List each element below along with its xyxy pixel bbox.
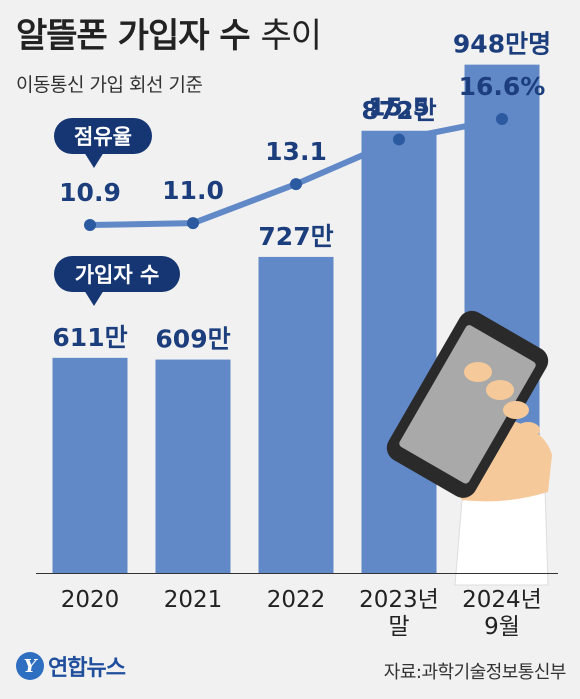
- title-light: 추이: [260, 16, 322, 56]
- legend-share-label: 점유율: [74, 125, 132, 149]
- share-value-label-0: 10.9: [59, 178, 121, 207]
- source-text: 자료:과학기술정보통신부: [383, 662, 567, 683]
- x-tick-label-4-1: 9월: [484, 614, 520, 640]
- bar-value-label-1: 609만: [155, 325, 230, 354]
- share-value-label-3: 15.5: [368, 92, 430, 121]
- x-tick-label-0-0: 2020: [61, 587, 120, 613]
- share-point-1: [187, 217, 199, 230]
- x-tick-label-3-0: 2023년: [359, 587, 439, 613]
- bar-3: [361, 130, 437, 573]
- bar-value-label-0: 611만: [52, 323, 127, 352]
- x-tick-label-3-1: 말: [388, 614, 409, 640]
- bar-value-label-4: 948만명: [453, 30, 551, 59]
- share-value-label-4: 16.6%: [459, 72, 546, 101]
- logo-text: 연합뉴스: [48, 656, 126, 681]
- share-line-layer: [84, 112, 508, 231]
- phone-in-hand-icon: [386, 310, 552, 586]
- title-bold: 알뜰폰 가입자 수: [16, 16, 251, 56]
- legend-subscribers: 가입자 수: [54, 256, 180, 306]
- page-title: 알뜰폰 가입자 수 추이: [16, 8, 322, 57]
- share-point-0: [84, 219, 96, 231]
- labels-layer: 611만 609만 727만 872만 948만명 10.9 11.0 13.1 15.5 16.…: [52, 30, 551, 354]
- bar-1: [155, 359, 231, 573]
- bar-2: [258, 256, 334, 573]
- bar-value-label-2: 727만: [258, 222, 333, 251]
- bar-value-label-3: 872만: [361, 96, 436, 125]
- x-tick-label-2-0: 2022: [267, 587, 326, 613]
- x-tick-label-4-0: 2024년: [462, 587, 542, 613]
- legend-subscribers-label: 가입자 수: [75, 263, 160, 287]
- share-value-label-2: 13.1: [265, 137, 327, 166]
- share-point-3: [393, 133, 405, 146]
- subtitle: 이동통신 가입 회선 기준: [16, 74, 203, 96]
- logo-mark-icon: Y: [16, 652, 44, 680]
- x-tick-label-1-0: 2021: [164, 587, 223, 613]
- share-point-4: [496, 112, 508, 125]
- share-point-2: [290, 178, 302, 191]
- logo: Y 연합뉴스: [16, 650, 126, 682]
- share-value-label-1: 11.0: [162, 176, 224, 205]
- bar-0: [52, 357, 128, 573]
- legend-share: 점유율: [54, 118, 152, 168]
